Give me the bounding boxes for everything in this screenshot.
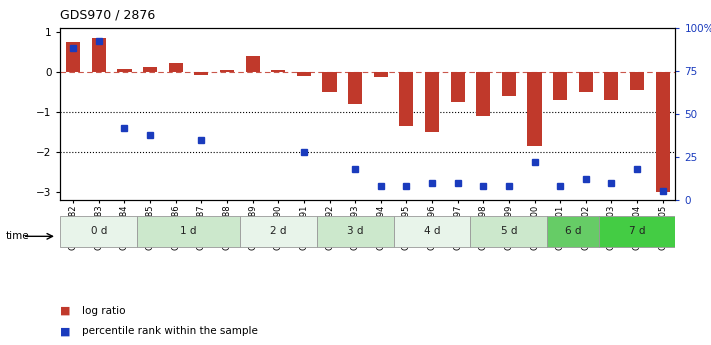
Bar xyxy=(348,72,362,104)
Bar xyxy=(502,72,516,96)
Text: 2 d: 2 d xyxy=(270,226,287,236)
Text: 4 d: 4 d xyxy=(424,226,440,236)
Bar xyxy=(579,72,593,92)
Bar xyxy=(471,216,547,247)
Bar xyxy=(400,72,413,126)
Bar xyxy=(66,42,80,72)
Bar xyxy=(547,216,599,247)
Bar xyxy=(143,67,157,72)
Bar xyxy=(553,72,567,100)
Bar xyxy=(316,216,394,247)
Text: 3 d: 3 d xyxy=(347,226,363,236)
Bar xyxy=(60,216,137,247)
Bar xyxy=(604,72,619,100)
Bar xyxy=(656,72,670,192)
Bar xyxy=(374,72,387,77)
Bar xyxy=(220,70,234,72)
Text: time: time xyxy=(6,231,29,241)
Bar xyxy=(169,63,183,72)
Bar xyxy=(271,70,285,72)
Text: ■: ■ xyxy=(60,326,71,336)
Bar xyxy=(240,216,316,247)
Bar xyxy=(599,216,675,247)
Bar xyxy=(296,72,311,76)
Bar xyxy=(92,38,106,72)
Text: 7 d: 7 d xyxy=(629,226,646,236)
Text: log ratio: log ratio xyxy=(82,306,125,315)
Bar xyxy=(194,72,208,75)
Bar xyxy=(323,72,336,92)
Bar xyxy=(476,72,491,116)
Text: 6 d: 6 d xyxy=(565,226,581,236)
Bar xyxy=(425,72,439,132)
Bar xyxy=(394,216,471,247)
Bar xyxy=(630,72,644,90)
Text: percentile rank within the sample: percentile rank within the sample xyxy=(82,326,257,336)
Text: ■: ■ xyxy=(60,306,71,315)
Text: GDS970 / 2876: GDS970 / 2876 xyxy=(60,9,156,22)
Bar xyxy=(137,216,240,247)
Bar xyxy=(117,69,132,72)
Bar xyxy=(451,72,465,102)
Bar xyxy=(245,57,260,72)
Text: 5 d: 5 d xyxy=(501,226,517,236)
Text: 0 d: 0 d xyxy=(91,226,107,236)
Text: 1 d: 1 d xyxy=(181,226,197,236)
Bar xyxy=(528,72,542,146)
